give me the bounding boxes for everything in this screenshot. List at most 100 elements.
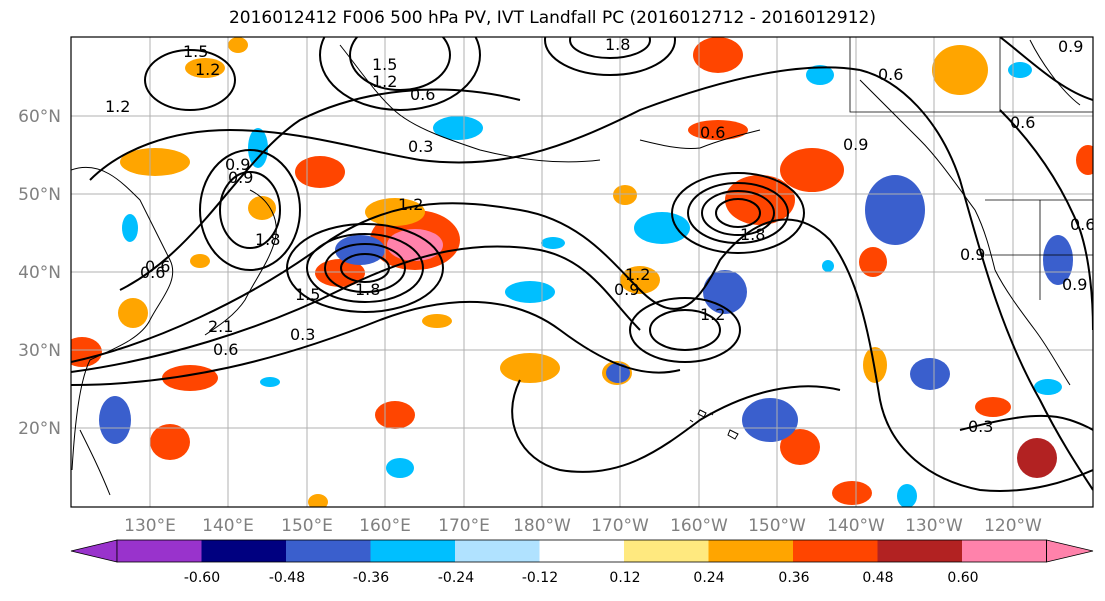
colorbar-bin bbox=[370, 540, 456, 562]
colorbar-extend-low bbox=[70, 539, 118, 563]
negative-anomaly bbox=[99, 396, 131, 444]
positive-anomaly bbox=[932, 45, 988, 95]
positive-anomaly bbox=[975, 397, 1011, 417]
positive-anomaly bbox=[295, 156, 345, 188]
positive-anomaly bbox=[365, 198, 425, 226]
colorbar-bin bbox=[286, 540, 371, 562]
colorbar-bin bbox=[877, 540, 963, 562]
lon-label: 140°E bbox=[202, 516, 254, 536]
lat-label: 40°N bbox=[18, 263, 61, 283]
positive-anomaly bbox=[190, 254, 210, 268]
colorbar-tick: -0.12 bbox=[521, 570, 559, 586]
positive-anomaly bbox=[832, 481, 872, 505]
contour-label: 0.3 bbox=[968, 417, 993, 436]
colorbar-bin bbox=[708, 540, 794, 562]
colorbar-tick: 0.48 bbox=[862, 570, 894, 586]
contour-label: 1.2 bbox=[700, 305, 725, 324]
contour-label: 0.9 bbox=[614, 280, 639, 299]
colorbar-bin bbox=[539, 540, 625, 562]
contour-label-group: 1.5 1.2 1.5 1.2 1.8 0.9 1.2 0.6 0.6 0.3 … bbox=[105, 37, 1095, 436]
positive-anomaly bbox=[780, 429, 820, 465]
contour-label: 0.6 bbox=[1070, 215, 1095, 234]
positive-anomaly bbox=[150, 424, 190, 460]
positive-anomaly bbox=[308, 494, 328, 507]
lon-label: 130°E bbox=[124, 516, 176, 536]
contour-label: 0.9 bbox=[228, 168, 253, 187]
lon-label: 160°E bbox=[359, 516, 411, 536]
contour-label: 0.9 bbox=[225, 155, 250, 174]
contour-label: 0.9 bbox=[1058, 37, 1083, 56]
contour-label: 0.6 bbox=[140, 263, 165, 282]
boundaries bbox=[849, 37, 1093, 300]
negative-anomaly bbox=[1008, 62, 1032, 78]
contour-label: 0.9 bbox=[843, 135, 868, 154]
colorbar-tick: 0.24 bbox=[693, 570, 725, 586]
colorbar-outline bbox=[116, 539, 1047, 563]
map-title: 2016012412 F006 500 hPa PV, IVT Landfall… bbox=[228, 8, 876, 28]
lon-label: 150°W bbox=[748, 516, 806, 536]
contour-label: 0.9 bbox=[960, 245, 985, 264]
positive-anomaly bbox=[375, 401, 415, 429]
positive-anomaly bbox=[228, 37, 248, 53]
contour-label: 1.5 bbox=[372, 55, 397, 74]
negative-anomaly bbox=[386, 458, 414, 478]
negative-anomaly bbox=[335, 235, 385, 265]
lat-label: 20°N bbox=[18, 419, 61, 439]
positive-anomaly bbox=[859, 247, 887, 277]
negative-anomaly bbox=[122, 214, 138, 242]
lat-label: 30°N bbox=[18, 341, 61, 361]
contour-label: 1.2 bbox=[625, 265, 650, 284]
contour-label: 0.6 bbox=[700, 123, 725, 142]
contour-label: 1.2 bbox=[105, 97, 130, 116]
lon-label: 170°W bbox=[591, 516, 649, 536]
lon-label: 120°W bbox=[984, 516, 1042, 536]
contour-label: 1.2 bbox=[195, 60, 220, 79]
negative-anomaly bbox=[634, 212, 690, 244]
negative-anomaly bbox=[742, 398, 798, 442]
contour-label: 0.9 bbox=[1062, 275, 1087, 294]
negative-anomaly bbox=[897, 484, 917, 507]
positive-anomaly bbox=[387, 229, 443, 261]
colorbar-bin bbox=[201, 540, 287, 562]
contour-label: 1.8 bbox=[355, 280, 380, 299]
contour-label: 1.5 bbox=[295, 285, 320, 304]
lon-label: 150°E bbox=[281, 516, 333, 536]
contour-label: 1.5 bbox=[183, 42, 208, 61]
contour-label: 0.3 bbox=[408, 137, 433, 156]
positive-anomaly bbox=[120, 148, 190, 176]
colorbar-tick: 0.12 bbox=[609, 570, 641, 586]
contour-label: 0.6 bbox=[878, 65, 903, 84]
contour-label: 0.6 bbox=[145, 257, 170, 276]
colorbar-bin bbox=[962, 540, 1047, 562]
colorbar-bin bbox=[793, 540, 878, 562]
negative-anomaly bbox=[505, 281, 555, 303]
negative-anomaly bbox=[606, 363, 630, 383]
map-frame bbox=[70, 36, 1094, 508]
positive-anomaly bbox=[1017, 438, 1057, 478]
positive-anomaly bbox=[248, 196, 276, 220]
positive-anomaly bbox=[422, 314, 452, 328]
contour-label: 1.2 bbox=[372, 72, 397, 91]
negative-anomaly bbox=[433, 116, 483, 140]
negative-anomaly bbox=[541, 237, 565, 249]
positive-anomaly bbox=[71, 337, 102, 367]
contour-label: 0.6 bbox=[1010, 113, 1035, 132]
negative-anomaly bbox=[260, 377, 280, 387]
lat-labels: 60°N 50°N 40°N 30°N 20°N bbox=[18, 107, 61, 439]
colorbar-tick: -0.24 bbox=[437, 570, 475, 586]
colorbar-bin bbox=[117, 540, 202, 562]
positive-anomaly bbox=[613, 185, 637, 205]
lon-label: 130°W bbox=[905, 516, 963, 536]
lat-label: 60°N bbox=[18, 107, 61, 127]
contour-label: 0.3 bbox=[290, 325, 315, 344]
positive-anomaly bbox=[688, 120, 748, 140]
contour-label: 1.2 bbox=[398, 195, 423, 214]
positive-anomaly bbox=[693, 37, 743, 73]
positive-anomaly bbox=[620, 266, 660, 294]
colorbar bbox=[70, 539, 1094, 563]
colorbar-tick: -0.36 bbox=[352, 570, 390, 586]
negative-anomaly bbox=[822, 260, 834, 272]
lon-label: 140°W bbox=[827, 516, 885, 536]
negative-anomaly bbox=[248, 128, 268, 168]
